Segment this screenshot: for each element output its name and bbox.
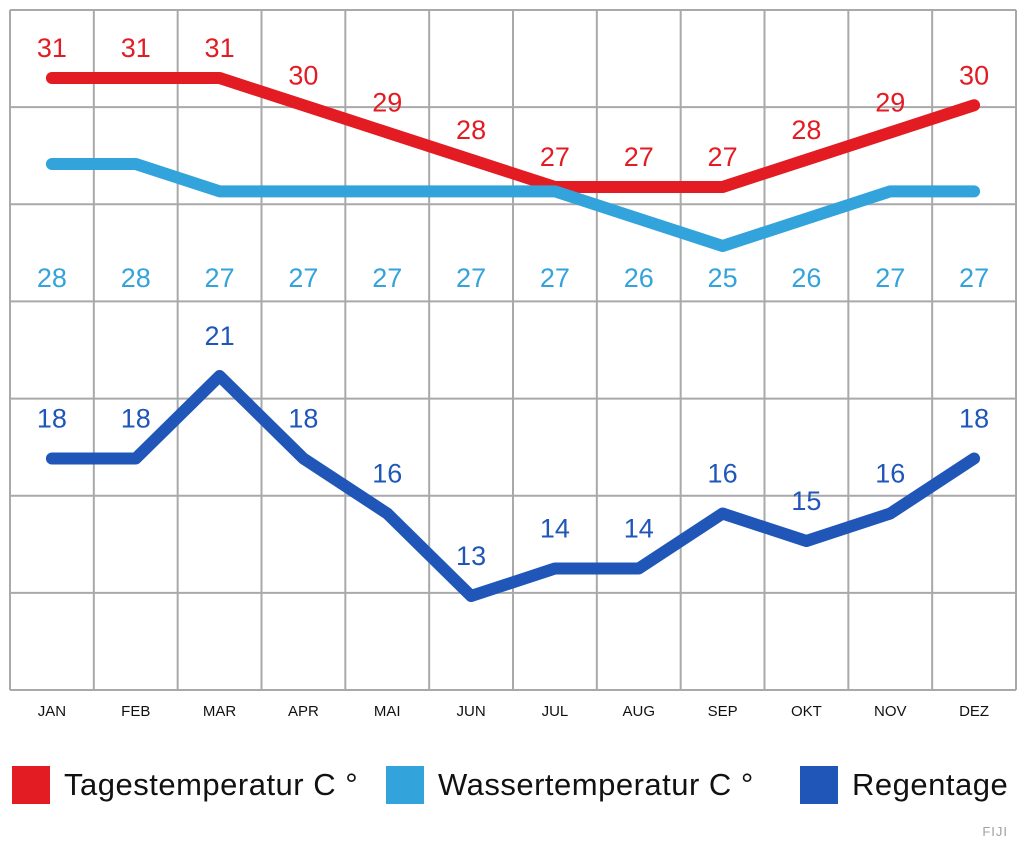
data-label-rain-days: 18 [37,404,67,434]
data-label-day-temp: 27 [624,142,654,172]
legend-label-water-temp: Wassertemperatur C ° [438,767,754,802]
data-label-day-temp: 27 [708,142,738,172]
x-tick-label: JUL [542,703,569,720]
x-tick-label: MAI [374,703,401,720]
data-label-water-temp: 27 [540,263,570,293]
data-label-water-temp: 27 [288,263,318,293]
x-tick-label: NOV [874,703,907,720]
series-lines [45,72,981,602]
data-label-day-temp: 30 [959,60,989,90]
data-label-day-temp: 31 [37,33,67,63]
series-line-rain-days [45,370,981,602]
legend-swatch-rain-days [800,766,838,804]
legend: Tagestemperatur C ° Wassertemperatur C °… [0,760,1024,810]
data-label-rain-days: 16 [372,459,402,489]
data-label-water-temp: 27 [205,263,235,293]
legend-label-rain-days: Regentage [852,767,1009,802]
x-tick-label: JAN [38,703,66,720]
data-label-water-temp: 28 [37,263,67,293]
legend-label-day-temp: Tagestemperatur C ° [64,767,359,802]
data-labels: 31 31 31 30 29 28 27 27 27 28 29 30 28 28 27 27 27 27 27 26… [37,33,989,571]
data-label-water-temp: 28 [121,263,151,293]
data-label-rain-days: 18 [959,404,989,434]
series-line-water-temp [45,158,981,252]
data-label-water-temp: 27 [372,263,402,293]
data-label-rain-days: 18 [288,404,318,434]
data-label-water-temp: 27 [875,263,905,293]
legend-swatch-day-temp [12,766,50,804]
x-tick-label: DEZ [959,703,989,720]
legend-item-water-temp: Wassertemperatur C ° [386,760,754,810]
x-tick-label: APR [288,703,319,720]
data-label-water-temp: 26 [624,263,654,293]
data-label-day-temp: 31 [205,33,235,63]
legend-item-rain-days: Regentage [800,760,1008,810]
legend-swatch-water-temp [386,766,424,804]
data-label-day-temp: 30 [288,60,318,90]
data-label-rain-days: 16 [875,459,905,489]
x-tick-label: JUN [456,703,485,720]
data-label-water-temp: 27 [959,263,989,293]
data-label-day-temp: 29 [875,88,905,118]
data-label-rain-days: 14 [540,514,570,544]
data-label-water-temp: 26 [791,263,821,293]
data-label-rain-days: 15 [791,486,821,516]
data-label-day-temp: 28 [456,115,486,145]
chart: 31 31 31 30 29 28 27 27 27 28 29 30 28 28 27 27 27 27 27 26… [9,9,1017,720]
data-label-rain-days: 16 [708,459,738,489]
data-label-rain-days: 14 [624,514,654,544]
data-label-rain-days: 18 [121,404,151,434]
x-tick-label: OKT [791,703,822,720]
x-tick-label: FEB [121,703,150,720]
x-tick-label: AUG [622,703,655,720]
data-label-water-temp: 25 [708,263,738,293]
x-tick-label: MAR [203,703,237,720]
data-label-day-temp: 31 [121,33,151,63]
data-label-day-temp: 29 [372,88,402,118]
legend-item-day-temp: Tagestemperatur C ° [12,760,358,810]
data-label-water-temp: 27 [456,263,486,293]
data-label-rain-days: 13 [456,541,486,571]
data-label-day-temp: 27 [540,142,570,172]
x-tick-label: SEP [708,703,738,720]
x-axis-ticks: JAN FEB MAR APR MAI JUN JUL AUG SEP OKT NOV DEZ [38,703,989,720]
watermark: FIJI [982,824,1008,839]
data-label-day-temp: 28 [791,115,821,145]
data-label-rain-days: 21 [205,321,235,351]
series-line-day-temp [45,72,981,193]
